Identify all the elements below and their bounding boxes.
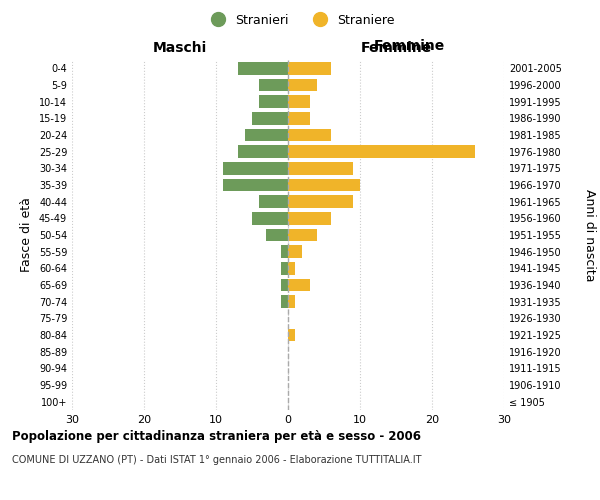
Bar — [288, 296, 295, 308]
Bar — [288, 212, 331, 224]
Bar — [238, 146, 288, 158]
Bar — [288, 146, 475, 158]
Bar — [288, 79, 317, 92]
Bar — [266, 229, 288, 241]
Bar — [288, 112, 310, 124]
Bar — [245, 129, 288, 141]
Bar — [259, 79, 288, 92]
Bar — [281, 246, 288, 258]
Bar — [288, 279, 310, 291]
Text: Maschi: Maschi — [153, 41, 207, 55]
Bar — [288, 162, 353, 174]
Bar — [281, 296, 288, 308]
Bar — [259, 196, 288, 208]
Bar — [288, 179, 360, 192]
Bar — [288, 246, 302, 258]
Bar — [288, 129, 331, 141]
Legend: Stranieri, Straniere: Stranieri, Straniere — [200, 8, 400, 32]
Text: Femmine: Femmine — [361, 41, 431, 55]
Bar — [288, 329, 295, 341]
Bar — [288, 262, 295, 274]
Y-axis label: Anni di nascita: Anni di nascita — [583, 188, 596, 281]
Bar — [288, 196, 353, 208]
Bar — [252, 212, 288, 224]
Bar — [223, 179, 288, 192]
Bar — [288, 229, 317, 241]
Bar — [238, 62, 288, 74]
Bar — [252, 112, 288, 124]
Bar — [281, 262, 288, 274]
Bar — [223, 162, 288, 174]
Bar — [281, 279, 288, 291]
Text: COMUNE DI UZZANO (PT) - Dati ISTAT 1° gennaio 2006 - Elaborazione TUTTITALIA.IT: COMUNE DI UZZANO (PT) - Dati ISTAT 1° ge… — [12, 455, 421, 465]
Bar — [288, 62, 331, 74]
Bar — [288, 96, 310, 108]
Y-axis label: Fasce di età: Fasce di età — [20, 198, 33, 272]
Text: Popolazione per cittadinanza straniera per età e sesso - 2006: Popolazione per cittadinanza straniera p… — [12, 430, 421, 443]
Bar — [259, 96, 288, 108]
Text: Femmine: Femmine — [373, 39, 445, 53]
